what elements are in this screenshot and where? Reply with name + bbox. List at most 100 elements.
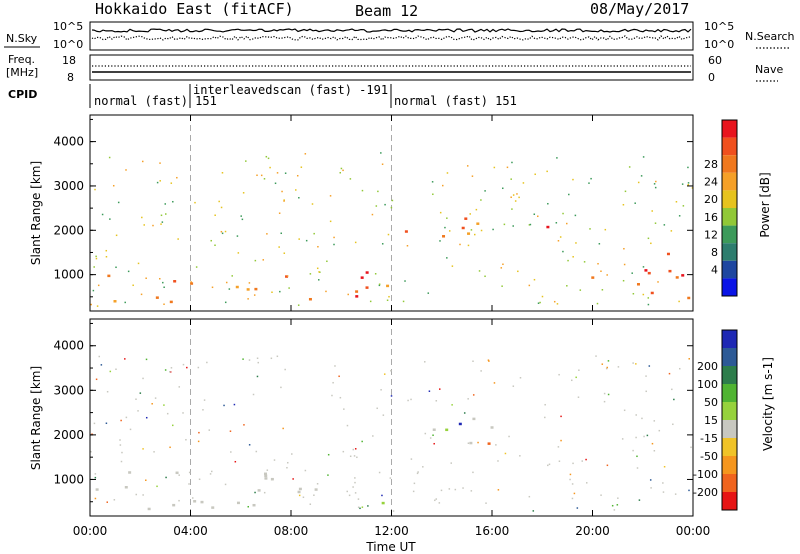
- range-cell: [228, 288, 231, 290]
- range-cell: [642, 293, 645, 296]
- range-cell: [590, 177, 592, 180]
- range-cell: [569, 478, 571, 481]
- range-cell: [186, 366, 188, 369]
- range-cell: [381, 163, 384, 165]
- ytick-label: 3000: [53, 179, 84, 193]
- range-cell: [109, 370, 112, 373]
- range-cell: [97, 284, 100, 287]
- range-cell: [252, 503, 256, 507]
- range-cell: [298, 494, 301, 497]
- colorbar-tick-label: 50: [704, 396, 718, 409]
- range-cell: [666, 252, 670, 256]
- velocity-ylabel: Slant Range [km]: [29, 366, 43, 470]
- range-cell: [105, 255, 108, 258]
- range-cell: [172, 200, 174, 203]
- range-cell: [128, 471, 132, 474]
- range-cell: [107, 274, 111, 278]
- range-cell: [119, 444, 122, 446]
- range-cell: [115, 234, 118, 237]
- range-cell: [237, 252, 240, 254]
- range-cell: [95, 257, 98, 260]
- range-cell: [288, 287, 290, 289]
- range-cell: [383, 373, 386, 375]
- range-cell: [173, 280, 177, 283]
- range-cell: [145, 416, 148, 419]
- range-cell: [390, 395, 393, 397]
- range-cell: [517, 270, 519, 273]
- colorbar-tick-label: 200: [697, 360, 718, 373]
- range-cell: [316, 483, 319, 485]
- range-cell: [690, 446, 692, 449]
- range-cell: [241, 218, 244, 221]
- range-cell: [474, 233, 476, 236]
- range-cell: [607, 360, 610, 362]
- xtick-label: 00:00: [73, 524, 108, 538]
- range-cell: [503, 223, 506, 226]
- range-cell: [636, 455, 638, 458]
- range-cell: [511, 161, 513, 164]
- range-cell: [571, 379, 573, 382]
- range-cell: [164, 369, 167, 371]
- range-cell: [236, 235, 239, 237]
- range-cell: [641, 417, 643, 420]
- range-cell: [198, 431, 200, 434]
- range-cell: [493, 166, 496, 169]
- range-cell: [170, 367, 173, 369]
- range-cell: [472, 471, 474, 474]
- range-cell: [171, 424, 174, 427]
- range-cell: [464, 217, 468, 220]
- range-cell: [687, 182, 690, 184]
- range-cell: [169, 446, 171, 449]
- range-cell: [280, 386, 282, 389]
- range-cell: [390, 206, 393, 209]
- nave-tick-low: 0: [708, 71, 715, 84]
- range-cell: [600, 494, 602, 496]
- range-cell: [267, 157, 270, 160]
- range-cell: [384, 203, 386, 206]
- range-cell: [343, 408, 345, 410]
- range-cell: [402, 300, 405, 303]
- range-cell: [354, 448, 357, 450]
- range-cell: [647, 271, 651, 275]
- range-cell: [247, 298, 249, 300]
- range-cell: [170, 182, 173, 184]
- range-cell: [211, 286, 214, 289]
- range-cell: [339, 171, 342, 174]
- range-cell: [372, 435, 374, 437]
- colorbar-tick-label: 4: [711, 264, 718, 277]
- range-cell: [101, 213, 104, 216]
- range-cell: [286, 461, 289, 464]
- range-cell: [537, 302, 540, 304]
- range-cell: [475, 208, 478, 211]
- range-cell: [129, 428, 132, 431]
- noise-tick-low-left: 10^0: [53, 38, 83, 51]
- colorbar-segment: [722, 243, 737, 261]
- range-cell: [224, 230, 227, 233]
- range-cell: [137, 262, 140, 265]
- range-cell: [141, 160, 144, 163]
- range-cell: [256, 174, 258, 177]
- xtick-label: 08:00: [274, 524, 309, 538]
- range-cell: [218, 200, 220, 203]
- range-cell: [438, 388, 441, 390]
- range-cell: [305, 239, 308, 242]
- range-cell: [687, 184, 690, 186]
- xtick-label: 20:00: [575, 524, 610, 538]
- colorbar-segment: [722, 172, 737, 191]
- range-cell: [645, 375, 647, 377]
- range-cell: [156, 181, 159, 184]
- range-cell: [654, 222, 657, 224]
- range-cell: [382, 414, 385, 416]
- range-cell: [687, 166, 689, 169]
- ytick-label: 3000: [53, 383, 84, 397]
- range-cell: [374, 273, 377, 275]
- range-cell: [568, 193, 570, 196]
- range-cell: [274, 182, 277, 185]
- range-cell: [271, 291, 273, 293]
- range-cell: [286, 466, 288, 469]
- range-cell: [638, 499, 641, 501]
- range-cell: [257, 361, 260, 364]
- range-cell: [528, 495, 531, 498]
- range-cell: [422, 466, 424, 468]
- range-cell: [359, 507, 361, 510]
